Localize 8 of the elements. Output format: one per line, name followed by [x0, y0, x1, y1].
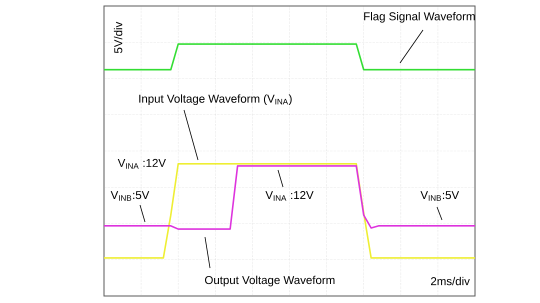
annotation: V$_{INA}$ :12V [265, 191, 314, 201]
annotation: 5V/div [114, 22, 122, 54]
annotation: Input Voltage Waveform (V$_{INA}$) [139, 94, 292, 106]
annotation: V$_{INB}$:5V [110, 191, 150, 201]
annotation: V$_{INB}$:5V [420, 191, 460, 201]
annotation: V$_{INA}$ :12V [118, 159, 166, 169]
text: Output Voltage Waveform [205, 276, 334, 286]
text: 2ms/div [430, 276, 470, 286]
